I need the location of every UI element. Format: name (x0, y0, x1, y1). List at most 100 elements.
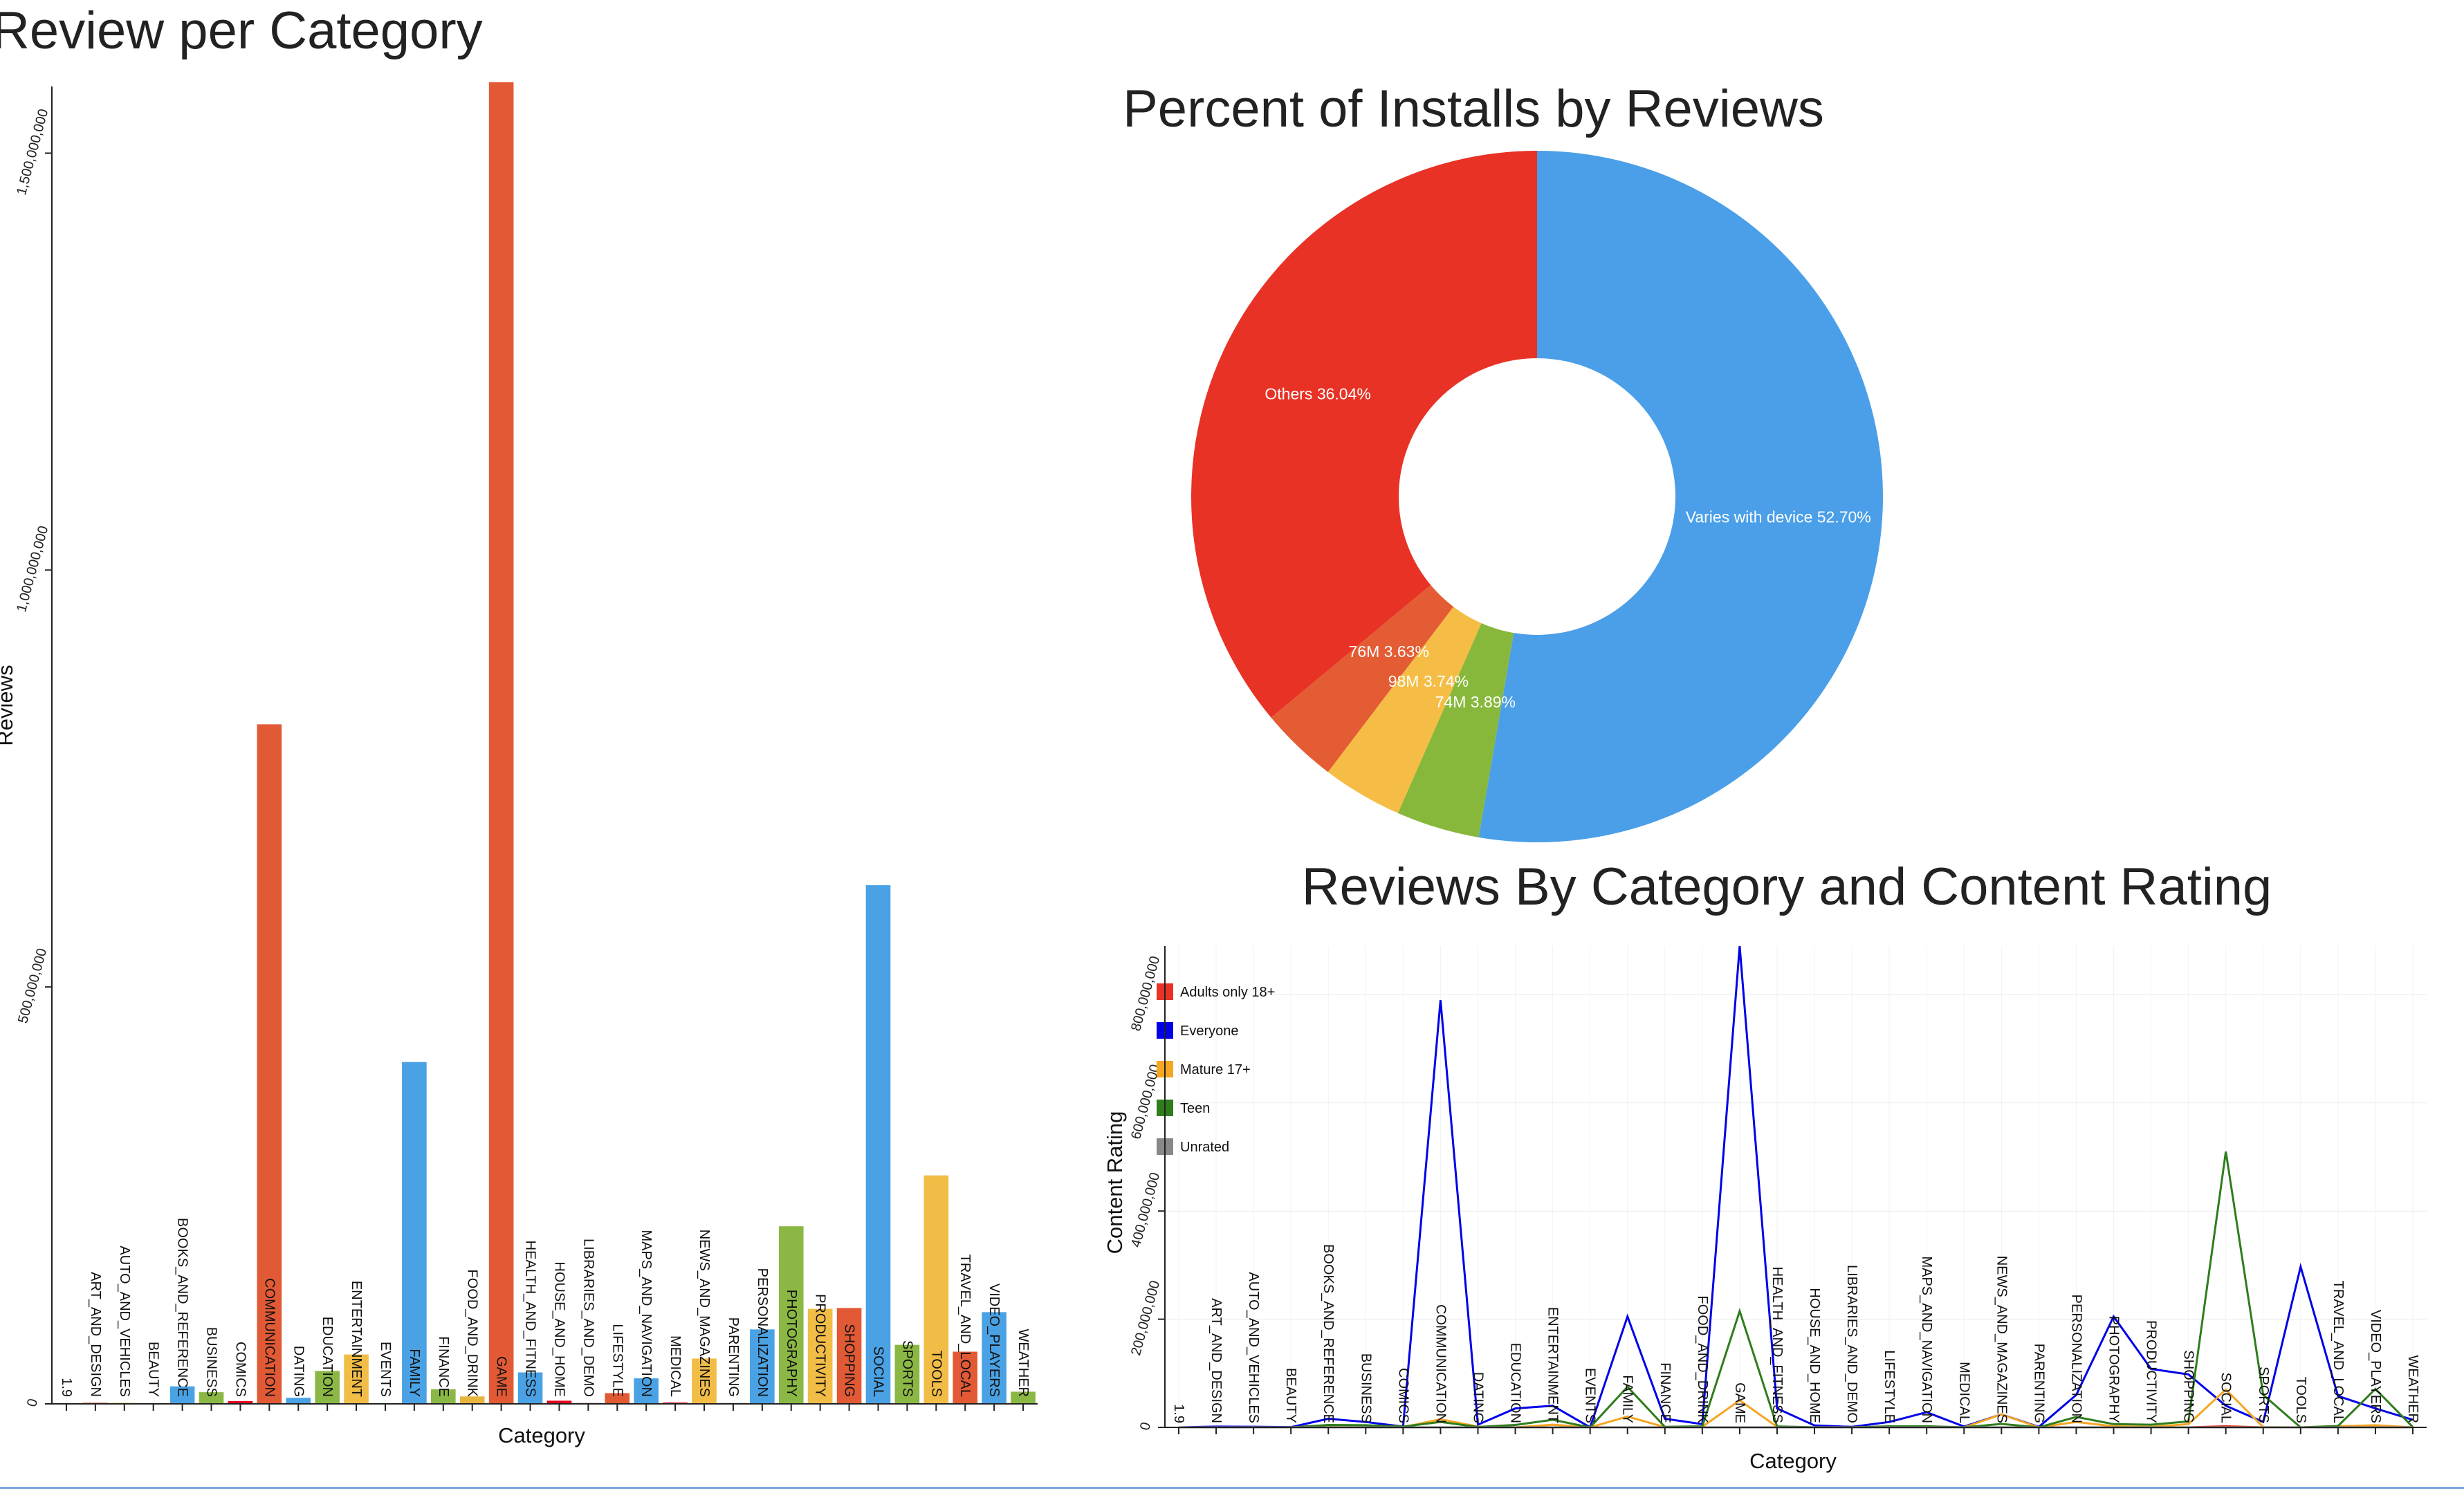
pie-slice-label: 98M 3.74% (1388, 672, 1469, 690)
bar-x-tick-label: EVENTS (378, 1342, 393, 1397)
bar (286, 1398, 311, 1404)
bar-x-tick-label: EDUCATION (320, 1317, 335, 1397)
bar (634, 1378, 659, 1404)
line-x-tick-label: DATING (1470, 1372, 1485, 1423)
pie-slice (1478, 151, 1883, 842)
line-x-tick-label: VIDEO_PLAYERS (2368, 1310, 2383, 1423)
line-x-tick-label: LIBRARIES_AND_DEMO (1844, 1265, 1859, 1423)
line-chart-ylabel: Content Rating (1103, 1111, 1127, 1254)
bar-x-tick-label: SOCIAL (870, 1346, 885, 1397)
bar (605, 1393, 630, 1404)
bar-x-tick-label: FINANCE (436, 1336, 451, 1397)
bar-x-tick-label: FOOD_AND_DRINK (465, 1270, 480, 1398)
line-x-tick-label: WEATHER (2405, 1355, 2420, 1423)
bar (228, 1400, 253, 1404)
line-x-tick-label: BUSINESS (1358, 1353, 1373, 1423)
bar (982, 1312, 1006, 1404)
bar-x-tick-label: LIFESTYLE (609, 1324, 625, 1397)
bar-x-tick-label: AUTO_AND_VEHICLES (117, 1245, 132, 1397)
bar-x-tick-label: ENTERTAINMENT (349, 1281, 364, 1397)
bar (169, 1386, 195, 1404)
line-x-tick-label: HEALTH_AND_FITNESS (1769, 1267, 1785, 1423)
bar-chart-bars (83, 82, 1036, 1404)
bar-x-tick-label: FAMILY (407, 1349, 422, 1397)
bar-x-tick-label: MAPS_AND_NAVIGATION (638, 1230, 654, 1397)
bar-x-tick-label: SPORTS (899, 1340, 914, 1397)
bar-chart-xlabel: Category (498, 1423, 585, 1447)
bar (199, 1392, 224, 1404)
bar-x-tick-label: NEWS_AND_MAGAZINES (697, 1230, 712, 1397)
line-y-tick-label: 400,000,000 (1128, 1171, 1163, 1249)
bar (836, 1308, 862, 1404)
line-x-tick-label: ENTERTAINMENT (1545, 1307, 1561, 1423)
bar (344, 1354, 369, 1404)
line-y-tick-label: 200,000,000 (1128, 1279, 1163, 1357)
line-x-tick-label: BEAUTY (1283, 1368, 1298, 1423)
line-x-tick-label: EDUCATION (1508, 1343, 1523, 1423)
line-x-tick-label: SOCIAL (2218, 1373, 2234, 1423)
line-x-tick-label: COMMUNICATION (1433, 1304, 1448, 1423)
bar-chart-ylabel: Reviews (0, 665, 17, 746)
pie-slice (1191, 151, 1537, 718)
bar-x-tick-label: PARENTING (726, 1317, 741, 1397)
line-x-tick-label: COMICS (1395, 1368, 1410, 1423)
pie-chart-title: Percent of Installs by Reviews (1123, 80, 1824, 138)
bar-y-tick-label: 0 (24, 1397, 41, 1408)
bar (257, 724, 282, 1404)
line-x-tick-label: NEWS_AND_MAGAZINES (1994, 1256, 2009, 1423)
line-x-tick-label: FAMILY (1620, 1375, 1635, 1423)
bar-x-tick-label: HEALTH_AND_FITNESS (523, 1241, 538, 1397)
line-x-tick-label: TOOLS (2293, 1377, 2308, 1423)
line-x-tick-label: EVENTS (1583, 1368, 1598, 1423)
bar (807, 1308, 833, 1404)
bar-x-tick-label: TRAVEL_AND_LOCAL (957, 1254, 973, 1397)
pie-slice (1397, 623, 1514, 837)
line-x-tick-label: 1.9 (1171, 1404, 1186, 1423)
bar-x-tick-label: BUSINESS (204, 1327, 219, 1397)
pie-slice-label: Varies with device 52.70% (1686, 508, 1871, 526)
line-x-tick-label: HOUSE_AND_HOME (1807, 1288, 1822, 1423)
bar-x-tick-label: LIBRARIES_AND_DEMO (580, 1239, 596, 1397)
bar (488, 82, 514, 1404)
bar-x-tick-label: HOUSE_AND_HOME (551, 1261, 567, 1397)
bar-y-tick-label: 1,000,000,000 (14, 524, 51, 613)
bar (750, 1329, 775, 1404)
bar-x-tick-label: ART_AND_DESIGN (88, 1272, 103, 1397)
bar-x-tick-label: PHOTOGRAPHY (784, 1290, 799, 1397)
bottom-divider (0, 1487, 2464, 1489)
line-x-tick-label: AUTO_AND_VEHICLES (1246, 1272, 1261, 1423)
line-chart-legend: Adults only 18+ Everyone Mature 17+ Teen Unr… (1157, 983, 1275, 1155)
bar (459, 1396, 485, 1404)
pie-slice-label: 74M 3.89% (1435, 693, 1516, 711)
legend-label: Adults only 18+ (1180, 985, 1275, 1000)
bar-x-tick-label: GAME (494, 1356, 509, 1397)
bar (517, 1372, 543, 1404)
line-x-tick-label: ART_AND_DESIGN (1208, 1298, 1224, 1423)
bar (894, 1344, 920, 1404)
line-chart-title: Reviews By Category and Content Rating (1302, 858, 2272, 916)
line-x-tick-label: FOOD_AND_DRINK (1695, 1296, 1710, 1424)
line-x-tick-label: PHOTOGRAPHY (2106, 1316, 2122, 1423)
legend-label: Everyone (1180, 1024, 1239, 1039)
bar-chart-title: Review per Category (0, 1, 483, 60)
bar-x-tick-label: COMMUNICATION (261, 1278, 277, 1397)
bar-x-tick-label: SHOPPING (842, 1324, 857, 1397)
pie-chart: Percent of Installs by Reviews Varies wi… (1123, 80, 1883, 842)
line-x-tick-label: MEDICAL (1956, 1362, 1971, 1423)
bar (778, 1226, 804, 1404)
line-series-path (1178, 945, 2414, 1429)
line-x-tick-label: LIFESTYLE (1882, 1350, 1897, 1423)
pie-slice-label: 76M 3.63% (1349, 642, 1429, 660)
bar-x-tick-label: MEDICAL (668, 1335, 683, 1397)
bar (315, 1371, 340, 1404)
bar (923, 1175, 949, 1404)
pie-slice (1327, 606, 1482, 813)
bar-x-tick-label: 1.9 (59, 1378, 74, 1397)
pie-slice-label: Others 36.04% (1265, 385, 1370, 402)
bar-chart: Review per Category Reviews Category 0 50… (0, 1, 1038, 1447)
bar-x-tick-label: PERSONALIZATION (755, 1268, 770, 1397)
line-chart: Reviews By Category and Content Rating C… (1103, 858, 2427, 1473)
bar-y-tick-label: 500,000,000 (15, 947, 50, 1025)
line-x-tick-label: PERSONALIZATION (2068, 1295, 2084, 1423)
